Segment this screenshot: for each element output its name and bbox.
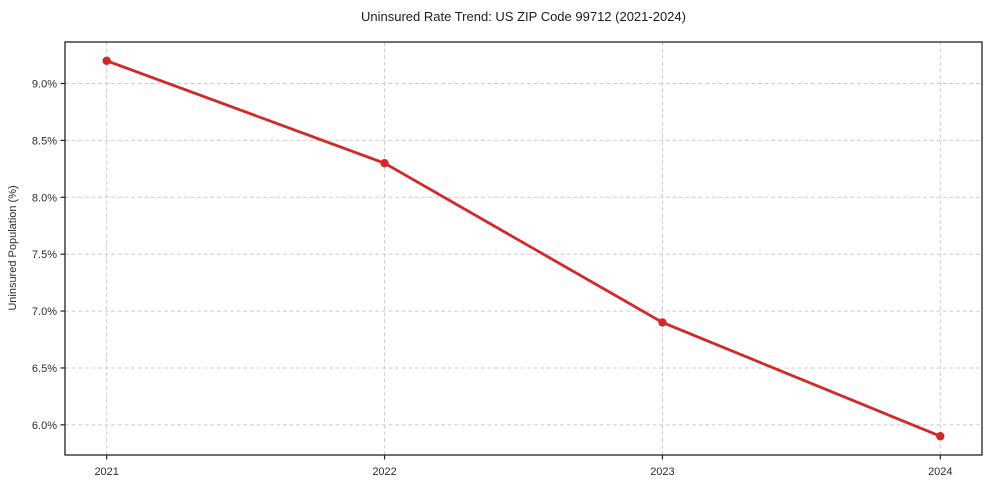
y-tick-label: 7.0% [32,306,57,318]
x-tick-label: 2022 [372,466,396,478]
data-point-marker [380,158,389,168]
y-tick-label: 8.5% [32,135,57,147]
chart-title: Uninsured Rate Trend: US ZIP Code 99712 … [361,9,686,24]
y-tick-label: 6.5% [32,363,57,375]
y-tick-label: 8.0% [32,192,57,204]
data-point-marker [658,318,667,327]
y-tick-label: 7.5% [32,249,57,261]
x-tick-label: 2021 [94,466,118,478]
y-axis-label: Uninsured Population (%) [7,185,19,311]
data-point-marker [936,432,945,441]
x-tick-label: 2023 [650,466,674,478]
y-tick-label: 9.0% [32,79,57,91]
trend-line [105,59,942,438]
x-tick-label: 2024 [928,466,952,478]
plot-border [64,41,983,456]
data-point-marker [102,56,111,65]
y-tick-label: 6.0% [32,420,57,432]
